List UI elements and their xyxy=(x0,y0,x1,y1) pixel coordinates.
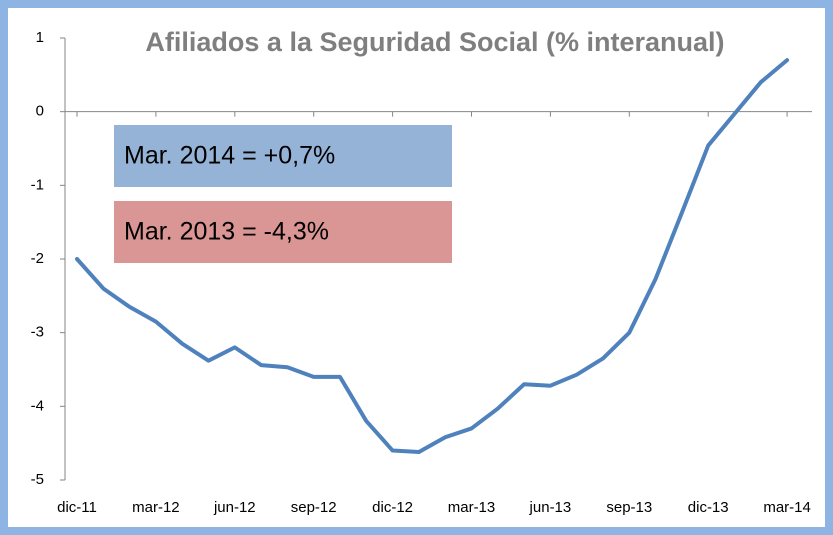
annotation-box xyxy=(114,201,452,263)
x-tick-label: mar-13 xyxy=(448,499,496,516)
x-tick-label: dic-13 xyxy=(688,499,729,516)
y-tick-label: -2 xyxy=(31,250,44,267)
line xyxy=(75,58,790,455)
plot-background xyxy=(8,8,825,527)
x-tick-label: mar-14 xyxy=(763,499,811,516)
y-tick-label: 1 xyxy=(36,29,44,46)
y-tick-label: -5 xyxy=(31,471,44,488)
annotation: Mar. 2013 = -4,3% xyxy=(124,218,329,246)
annotation: Mar. 2014 = +0,7% xyxy=(124,142,335,170)
y-tick-label: -3 xyxy=(31,324,44,341)
x-tick-label: mar-12 xyxy=(132,499,180,516)
x-tick-label: sep-13 xyxy=(606,499,652,516)
y-tick-label: -1 xyxy=(31,176,44,193)
y-tick-label: 0 xyxy=(36,103,44,120)
x-tick-label: dic-11 xyxy=(57,499,97,516)
y-tick-label: -4 xyxy=(31,397,44,414)
x-tick-label: jun-13 xyxy=(529,499,572,516)
x-tick-label: dic-12 xyxy=(372,499,413,516)
chart-title: Afiliados a la Seguridad Social (% inter… xyxy=(145,27,724,57)
x-tick-label: jun-12 xyxy=(213,499,256,516)
annotation-box xyxy=(114,125,452,187)
x-tick-label: sep-12 xyxy=(291,499,337,516)
